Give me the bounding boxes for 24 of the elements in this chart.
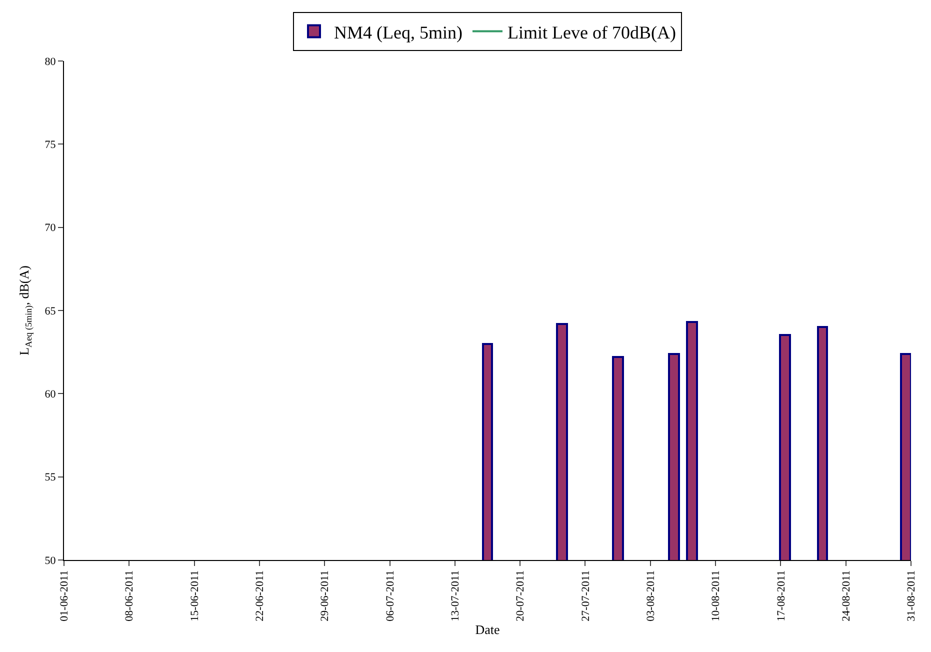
x-tick-label: 29-06-2011: [319, 570, 332, 622]
x-tick-label: 24-08-2011: [840, 570, 852, 622]
y-tick-label: 80: [44, 56, 56, 68]
y-tick-label: 60: [44, 388, 56, 401]
x-tick-label: 06-07-2011: [384, 570, 396, 622]
x-tick-label: 01-06-2011: [58, 570, 71, 622]
legend-label: Limit Leve of 70dB(A): [507, 22, 676, 42]
y-tick-label: 50: [44, 554, 56, 567]
x-tick-label: 03-08-2011: [644, 570, 657, 622]
x-tick-label: 10-08-2011: [710, 570, 722, 622]
x-axis-title: Date: [475, 622, 500, 637]
x-tick-label: 15-06-2011: [188, 570, 201, 622]
x-tick-label: 13-07-2011: [449, 570, 462, 622]
x-tick-label: 22-06-2011: [254, 570, 266, 622]
x-tick-label: 20-07-2011: [514, 570, 527, 622]
y-tick-label: 65: [44, 305, 56, 318]
legend-label: NM4 (Leq, 5min): [334, 22, 462, 42]
x-tick-label: 27-07-2011: [580, 570, 592, 622]
x-tick-label: 31-08-2011: [906, 570, 918, 622]
x-tick-label: 17-08-2011: [775, 570, 788, 622]
x-tick-label: 08-06-2011: [124, 570, 136, 622]
y-tick-label: 55: [44, 472, 56, 484]
y-tick-label: 75: [44, 139, 56, 152]
y-tick-label: 70: [44, 222, 56, 234]
